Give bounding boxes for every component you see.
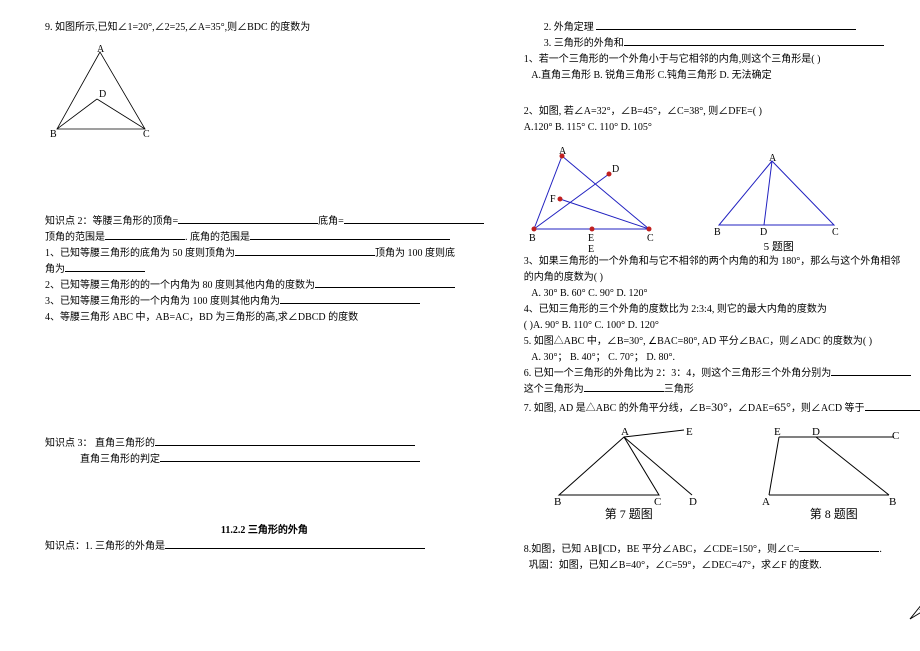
r-q4: 4、已知三角形的三个外角的度数比为 2:3:4, 则它的最大内角的度数为: [524, 302, 920, 318]
left-q2-t: 2、已知等腰三角形的的一个内角为 80 度则其他内角的度数为: [45, 280, 315, 291]
r-q7-e: ，则∠ACD 等于: [791, 403, 865, 414]
kp-outer: 知识点：1. 三角形的外角是: [45, 539, 484, 555]
kp-outer-t: 知识点：1. 三角形的外角是: [45, 541, 165, 552]
svg-text:A: A: [769, 153, 777, 164]
r-q1-o: A.直角三角形 B. 锐角三角形 C.钝角三角形 D. 无法确定: [531, 70, 771, 81]
fig5-caption: 5 题图: [714, 238, 844, 254]
r-q6-2: 这个三角形为 三角形: [524, 382, 920, 398]
r-q7-a: 7. 如图, AD 是△ABC 的外角平分线，∠B=: [524, 403, 711, 414]
svg-text:B: B: [50, 129, 57, 139]
svg-text:B: B: [889, 496, 896, 505]
r-q6-2t: 这个三角形为: [524, 384, 584, 395]
kp3-a-t: 知识点 3： 直角三角形的: [45, 438, 155, 449]
kp3-b: 直角三角形的判定: [45, 452, 484, 468]
r-q6-t: 6. 已知一个三角形的外角比为 2：3：4，则这个三角形三个外角分别为: [524, 368, 832, 379]
figure-q9-triangle: A B C D: [45, 44, 155, 139]
r-q6-tail: 三角形: [664, 384, 694, 395]
figures-q7-q8: A B C D E 第 7 题图 E D C A B 第 8 题图: [524, 425, 920, 522]
left-q4: 4、等腰三角形 ABC 中，AB=AC，BD 为三角形的高,求∠DBCD 的度数: [45, 310, 484, 326]
figure-q8: E D C A B: [754, 425, 914, 505]
figure-q7: A B C D E: [554, 425, 704, 505]
svg-text:A: A: [762, 496, 770, 505]
r-outer2: 2. 外角定理: [524, 20, 920, 36]
kp2-line1: 知识点 2：等腰三角形的顶角= 底角=: [45, 214, 484, 230]
svg-text:C: C: [654, 496, 661, 505]
left-q1-t: 1、已知等腰三角形的底角为 50 度则顶角为: [45, 248, 235, 259]
q9: 9. 如图所示,已知∠1=20°,∠2=25,∠A=35°,则∠BDC 的度数为: [45, 20, 484, 36]
r-q8: 8.如图，已知 AB∥CD，BE 平分∠ABC，∠CDE=150°，则∠C=.: [524, 542, 920, 558]
left-q3-t: 3、已知等腰三角形的一个内角为 100 度则其他内角为: [45, 296, 280, 307]
r-o2: 2. 外角定理: [544, 22, 594, 33]
r-q8-2: 巩固：如图，已知∠B=40°，∠C=59°，∠DEC=47°，求∠F 的度数.: [524, 558, 920, 574]
r-o3: 3. 三角形的外角和: [544, 38, 624, 49]
svg-text:C: C: [892, 430, 899, 442]
kp2-r2: . 底角的范围是: [185, 232, 250, 243]
svg-text:D: D: [612, 164, 619, 175]
kp2-head: 知识点 2：等腰三角形的顶角=: [45, 216, 178, 227]
r-q4-opts: ( )A. 90° B. 110° C. 100° D. 120°: [524, 318, 920, 334]
r-q7-d: 65°: [774, 400, 791, 414]
r-q5-o: A. 30°； B. 40°； C. 70°； D. 80°.: [531, 352, 675, 363]
svg-text:A: A: [97, 44, 105, 55]
svg-text:D: D: [99, 89, 106, 100]
figures-q2-q5: A B C D E F E A B C D 5 题图: [524, 144, 920, 254]
r-q6: 6. 已知一个三角形的外角比为 2：3：4，则这个三角形三个外角分别为: [524, 366, 920, 382]
right-column: 2. 外角定理 3. 三角形的外角和 1、若一个三角形的一个外角小于与它相邻的内…: [524, 20, 920, 631]
kp2-r1: 顶角的范围是: [45, 232, 105, 243]
svg-text:C: C: [647, 233, 654, 244]
r-q1: 1、若一个三角形的一个外角小于与它相邻的内角,则这个三角形是( ): [524, 52, 920, 68]
fig7-caption: 第 7 题图: [554, 505, 704, 522]
svg-text:E: E: [774, 426, 781, 438]
svg-text:D: D: [812, 426, 820, 438]
left-q1-2-t: 角为: [45, 264, 65, 275]
left-column: 9. 如图所示,已知∠1=20°,∠2=25,∠A=35°,则∠BDC 的度数为…: [45, 20, 484, 631]
kp3-b-t: 直角三角形的判定: [80, 454, 160, 465]
left-q1-tail: 顶角为 100 度则底: [375, 248, 455, 259]
r-q3-opts: A. 30° B. 60° C. 90° D. 120°: [524, 286, 920, 302]
r-q8-2t: 巩固：如图，已知∠B=40°，∠C=59°，∠DEC=47°，求∠F 的度数.: [529, 560, 822, 571]
svg-text:D: D: [689, 496, 697, 505]
svg-text:E: E: [588, 233, 594, 244]
svg-text:B: B: [714, 227, 721, 238]
r-outer3: 3. 三角形的外角和: [524, 36, 920, 52]
r-q7-c: ，∠DAE=: [728, 403, 774, 414]
svg-text:C: C: [143, 129, 150, 139]
figure-q5: A B C D: [714, 153, 844, 238]
left-q3: 3、已知等腰三角形的一个内角为 100 度则其他内角为: [45, 294, 484, 310]
svg-text:C: C: [832, 227, 839, 238]
r-q5-opts: A. 30°； B. 40°； C. 70°； D. 80°.: [524, 350, 920, 366]
r-q3-2: 的内角的度数为( ): [524, 270, 920, 286]
r-q2: 2、如图, 若∠A=32°，∠B=45°，∠C=38°, 则∠DFE=( ): [524, 104, 920, 120]
kp3-a: 知识点 3： 直角三角形的: [45, 436, 484, 452]
r-q7-b: 30°: [711, 400, 728, 414]
svg-text:F: F: [550, 194, 556, 205]
svg-text:E: E: [686, 426, 693, 438]
r-q7: 7. 如图, AD 是△ABC 的外角平分线，∠B=30°，∠DAE=65°，则…: [524, 398, 920, 417]
kp2-line2: 顶角的范围是 . 底角的范围是: [45, 230, 484, 246]
figure-q2: A B C D E F E: [524, 144, 664, 254]
fig8-caption: 第 8 题图: [754, 505, 914, 522]
section-title: 11.2.2 三角形的外角: [45, 523, 484, 539]
svg-text:E: E: [588, 244, 594, 254]
r-q1-opts: A.直角三角形 B. 锐角三角形 C.钝角三角形 D. 无法确定: [524, 68, 920, 84]
svg-text:D: D: [760, 227, 767, 238]
r-q2-opts: A.120° B. 115° C. 110° D. 105°: [524, 120, 920, 136]
r-q8-t: 8.如图，已知 AB∥CD，BE 平分∠ABC，∠CDE=150°，则∠C=: [524, 544, 800, 555]
figure-bottom: F A E: [905, 564, 920, 624]
svg-text:B: B: [529, 233, 536, 244]
svg-text:A: A: [559, 146, 567, 157]
left-q1-2: 角为: [45, 262, 484, 278]
r-q5: 5. 如图△ABC 中，∠B=30°, ∠BAC=80°, AD 平分∠BAC，…: [524, 334, 920, 350]
r-q3: 3、如果三角形的一个外角和与它不相邻的两个内角的和为 180°，那么与这个外角相…: [524, 254, 920, 270]
kp2-bottom: 底角=: [318, 216, 344, 227]
left-q1: 1、已知等腰三角形的底角为 50 度则顶角为 顶角为 100 度则底: [45, 246, 484, 262]
left-q2: 2、已知等腰三角形的的一个内角为 80 度则其他内角的度数为: [45, 278, 484, 294]
svg-text:A: A: [621, 426, 629, 438]
svg-text:B: B: [554, 496, 561, 505]
r-q3-o: A. 30° B. 60° C. 90° D. 120°: [531, 288, 647, 299]
